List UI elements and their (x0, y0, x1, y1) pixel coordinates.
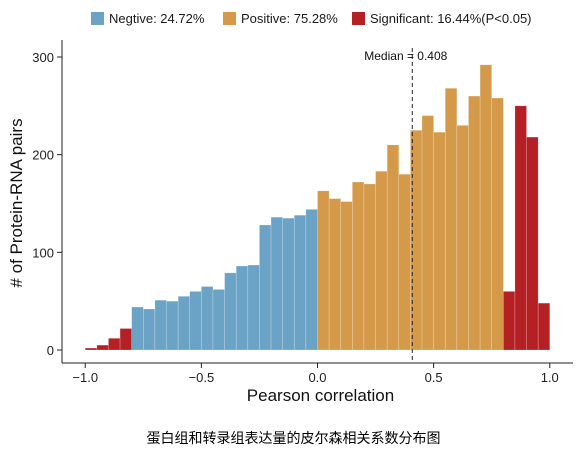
bar-s0-9 (235, 265, 249, 351)
annotations: Median = 0.408 (364, 48, 448, 363)
bar-s1-14 (479, 64, 493, 351)
y-tick-label-2: 200 (32, 148, 54, 163)
legend-label-0: Negtive: 24.72% (109, 11, 205, 26)
bar-s1-2 (340, 201, 353, 351)
legend-swatch-1 (223, 12, 236, 25)
x-tick-label-2: 0.0 (308, 370, 326, 385)
bar-s1-12 (456, 125, 469, 351)
x-tick-label-4: 1.0 (541, 370, 559, 385)
y-tick-label-0: 0 (47, 343, 54, 358)
y-axis-title: # of Protein-RNA pairs (7, 118, 26, 287)
bar-s2-1 (96, 344, 109, 351)
bar-s2-6 (526, 136, 539, 351)
x-tick-label-0: −1.0 (72, 370, 98, 385)
legend: Negtive: 24.72% Positive: 75.28% Significa… (91, 11, 532, 26)
bar-s1-15 (491, 97, 504, 351)
bar-s1-3 (352, 181, 365, 351)
bar-s1-13 (468, 95, 481, 351)
bar-s2-4 (503, 291, 516, 351)
bar-s1-11 (444, 87, 458, 351)
bar-s1-10 (433, 131, 446, 351)
histogram-bars (84, 64, 551, 351)
legend-swatch-0 (91, 12, 104, 25)
legend-swatch-2 (352, 12, 365, 25)
bar-s0-11 (259, 224, 272, 351)
bar-s2-0 (84, 347, 98, 351)
bar-s0-4 (177, 295, 191, 351)
bar-s2-3 (119, 328, 132, 351)
bar-s0-7 (212, 289, 225, 351)
bar-s1-1 (328, 198, 342, 351)
bar-s1-0 (317, 190, 330, 351)
legend-label-2: Significant: 16.44%(P<0.05) (370, 11, 532, 26)
figure-caption: 蛋白组和转录组表达量的皮尔森相关系数分布图 (146, 431, 441, 447)
bar-s0-10 (247, 264, 260, 351)
bar-s2-7 (537, 302, 551, 351)
bar-s1-5 (375, 170, 388, 351)
bar-s1-7 (398, 173, 411, 351)
bar-s0-8 (224, 272, 237, 351)
bar-s0-13 (282, 217, 295, 351)
median-label: Median = 0.408 (364, 49, 447, 63)
axes: −1.0 −0.5 0.0 0.5 1.0 0 100 200 300 Pearson corre… (7, 40, 573, 405)
bar-s0-12 (270, 216, 283, 351)
bar-s0-15 (305, 209, 318, 351)
bar-s1-4 (363, 183, 376, 351)
x-tick-label-1: −0.5 (189, 370, 215, 385)
bar-s0-1 (142, 308, 156, 351)
x-axis-title: Pearson correlation (247, 386, 394, 405)
bar-s0-14 (293, 214, 307, 351)
y-tick-label-3: 300 (32, 50, 54, 65)
bar-s1-9 (421, 115, 434, 351)
bar-s2-5 (514, 105, 527, 351)
bar-s1-6 (386, 144, 400, 351)
bar-s2-2 (108, 337, 121, 351)
bar-s0-2 (154, 299, 167, 351)
bar-s0-0 (131, 306, 144, 351)
bar-s0-6 (201, 286, 214, 351)
bar-s0-3 (166, 300, 179, 351)
legend-label-1: Positive: 75.28% (241, 11, 338, 26)
x-tick-label-3: 0.5 (425, 370, 443, 385)
bar-s0-5 (189, 291, 202, 351)
y-tick-label-1: 100 (32, 245, 54, 260)
